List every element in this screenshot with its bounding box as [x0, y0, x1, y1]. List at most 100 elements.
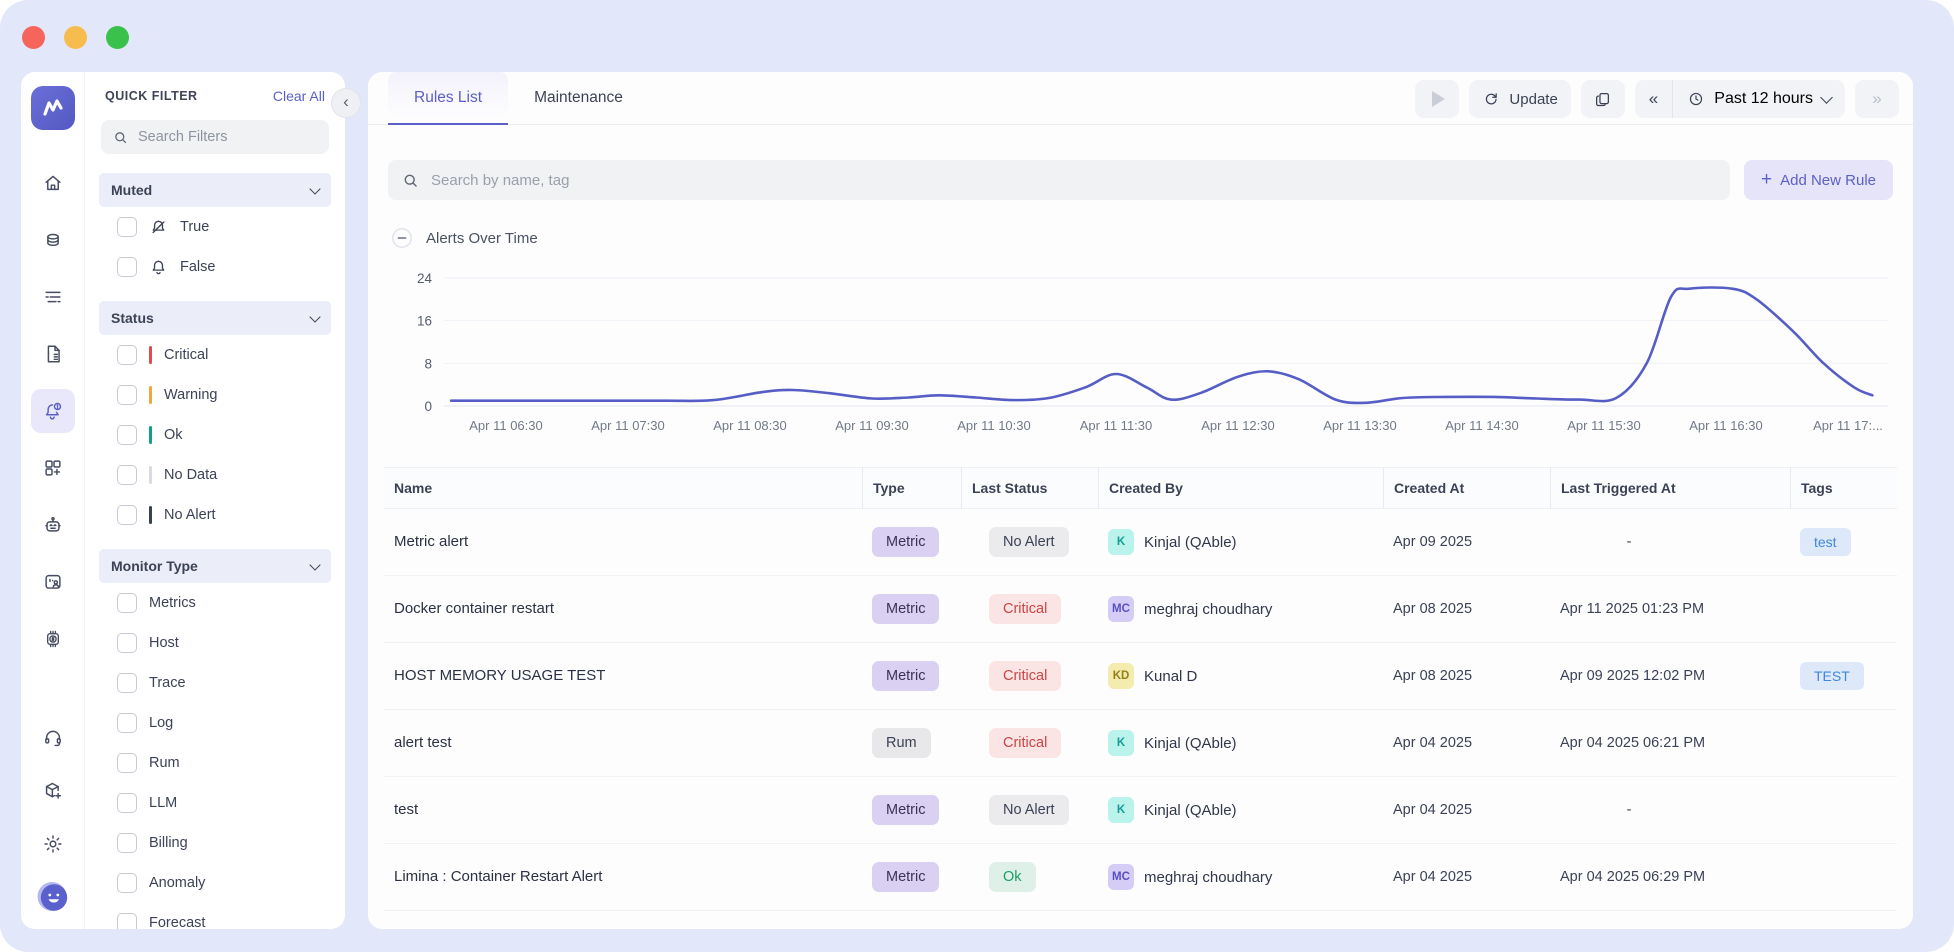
col-created-at[interactable]: Created At: [1383, 468, 1550, 508]
filter-checkbox[interactable]: [117, 793, 137, 813]
support-icon[interactable]: [31, 716, 75, 760]
time-range-group: « Past 12 hours: [1635, 80, 1845, 118]
rule-name[interactable]: Docker container restart: [394, 600, 554, 617]
filter-section-header[interactable]: Status: [99, 301, 331, 335]
rule-name[interactable]: HOST MEMORY USAGE TEST: [394, 667, 605, 684]
status-color-bar: [149, 346, 152, 364]
svg-text:Apr 11 09:30: Apr 11 09:30: [835, 418, 908, 433]
dashboards-icon[interactable]: [31, 446, 75, 490]
filter-item: Critical: [99, 335, 331, 375]
type-badge: Metric: [872, 594, 939, 624]
alerts-over-time-title: Alerts Over Time: [426, 230, 538, 247]
rules-search-input[interactable]: Search by name, tag: [388, 160, 1730, 200]
rule-name[interactable]: alert test: [394, 734, 452, 751]
filter-item-label: Rum: [149, 755, 180, 771]
svg-text:Apr 11 06:30: Apr 11 06:30: [469, 418, 542, 433]
filter-checkbox[interactable]: [117, 913, 137, 929]
home-icon[interactable]: [31, 161, 75, 205]
filter-checkbox[interactable]: [117, 593, 137, 613]
copy-button[interactable]: [1581, 80, 1625, 118]
filter-checkbox[interactable]: [117, 385, 137, 405]
col-name[interactable]: Name: [384, 468, 862, 508]
filter-item: Forecast: [99, 903, 331, 929]
assistant-bot-icon[interactable]: [31, 503, 75, 547]
filter-checkbox[interactable]: [117, 505, 137, 525]
filter-checkbox[interactable]: [117, 673, 137, 693]
filter-search-input[interactable]: Search Filters: [101, 120, 329, 154]
minimize-window-button[interactable]: [64, 26, 87, 49]
filter-item: Anomaly: [99, 863, 331, 903]
svg-text:24: 24: [417, 271, 433, 286]
svg-text:Apr 11 11:30: Apr 11 11:30: [1080, 418, 1153, 433]
tab-rules-list-label: Rules List: [414, 89, 482, 107]
run-button[interactable]: [1415, 80, 1459, 118]
add-new-rule-button[interactable]: + Add New Rule: [1744, 160, 1893, 200]
filter-checkbox[interactable]: [117, 217, 137, 237]
alerts-icon[interactable]: [31, 389, 75, 433]
col-last-triggered-at[interactable]: Last Triggered At: [1550, 468, 1790, 508]
rule-name[interactable]: Metric alert: [394, 533, 468, 550]
table-row[interactable]: alert test Rum Critical KKinjal (QAble) …: [384, 710, 1897, 777]
rum-icon[interactable]: [31, 560, 75, 604]
filter-checkbox[interactable]: [117, 425, 137, 445]
col-created-by[interactable]: Created By: [1098, 468, 1383, 508]
clear-all-link[interactable]: Clear All: [273, 88, 325, 104]
filter-item-label: Host: [149, 635, 179, 651]
col-last-status[interactable]: Last Status: [961, 468, 1098, 508]
svg-text:Apr 11 16:30: Apr 11 16:30: [1689, 418, 1762, 433]
nav-rail: [21, 72, 85, 929]
table-row[interactable]: Metric alert Metric No Alert KKinjal (QA…: [384, 509, 1897, 576]
status-color-bar: [149, 386, 152, 404]
collapse-filters-button[interactable]: ‹: [331, 88, 361, 118]
settings-gear-icon[interactable]: [31, 822, 75, 866]
tab-maintenance[interactable]: Maintenance: [508, 72, 649, 124]
profile-avatar[interactable]: [31, 875, 75, 919]
tag-pill[interactable]: test: [1800, 528, 1851, 556]
update-button[interactable]: Update: [1469, 80, 1570, 118]
col-type[interactable]: Type: [862, 468, 961, 508]
time-back-button[interactable]: «: [1635, 80, 1673, 118]
app-logo[interactable]: [31, 86, 75, 130]
table-row[interactable]: Limina : Container Restart Alert Metric …: [384, 844, 1897, 911]
refresh-icon: [1482, 90, 1500, 108]
filter-section-header[interactable]: Muted: [99, 173, 331, 207]
table-row[interactable]: HOST MEMORY USAGE TEST Metric Critical K…: [384, 643, 1897, 710]
search-icon: [112, 129, 129, 146]
table-row[interactable]: Docker container restart Metric Critical…: [384, 576, 1897, 643]
svg-text:16: 16: [417, 314, 432, 329]
filter-checkbox[interactable]: [117, 753, 137, 773]
col-tags[interactable]: Tags: [1790, 468, 1897, 508]
table-row[interactable]: test Metric No Alert KKinjal (QAble) Apr…: [384, 777, 1897, 844]
add-new-rule-label: Add New Rule: [1780, 172, 1876, 189]
alerts-over-time-chart: 081624Apr 11 06:30Apr 11 07:30Apr 11 08:…: [388, 254, 1893, 440]
status-badge: No Alert: [989, 795, 1069, 825]
tag-pill[interactable]: TEST: [1800, 662, 1864, 690]
last-triggered-at: Apr 11 2025 01:23 PM: [1550, 601, 1790, 617]
maximize-window-button[interactable]: [106, 26, 129, 49]
rule-name[interactable]: test: [394, 801, 418, 818]
filter-checkbox[interactable]: [117, 713, 137, 733]
filter-checkbox[interactable]: [117, 833, 137, 853]
reports-icon[interactable]: [31, 332, 75, 376]
filter-checkbox[interactable]: [117, 257, 137, 277]
infrastructure-icon[interactable]: [31, 218, 75, 262]
filter-checkbox[interactable]: [117, 873, 137, 893]
close-window-button[interactable]: [22, 26, 45, 49]
collapse-chart-button[interactable]: [390, 226, 414, 250]
tab-rules-list[interactable]: Rules List: [388, 72, 508, 125]
rule-name[interactable]: Limina : Container Restart Alert: [394, 868, 602, 885]
integrations-icon[interactable]: [31, 769, 75, 813]
table-row-clipped[interactable]: [384, 911, 1897, 929]
time-forward-button[interactable]: »: [1855, 80, 1899, 118]
billing-icon[interactable]: [31, 617, 75, 661]
filter-checkbox[interactable]: [117, 345, 137, 365]
time-range-selector[interactable]: Past 12 hours: [1673, 80, 1845, 118]
filter-checkbox[interactable]: [117, 465, 137, 485]
status-badge: Ok: [989, 862, 1036, 892]
logs-icon[interactable]: [31, 275, 75, 319]
bell-icon: [149, 258, 168, 277]
svg-text:Apr 11 07:30: Apr 11 07:30: [591, 418, 664, 433]
rules-search-placeholder: Search by name, tag: [431, 172, 569, 189]
filter-checkbox[interactable]: [117, 633, 137, 653]
filter-section-header[interactable]: Monitor Type: [99, 549, 331, 583]
